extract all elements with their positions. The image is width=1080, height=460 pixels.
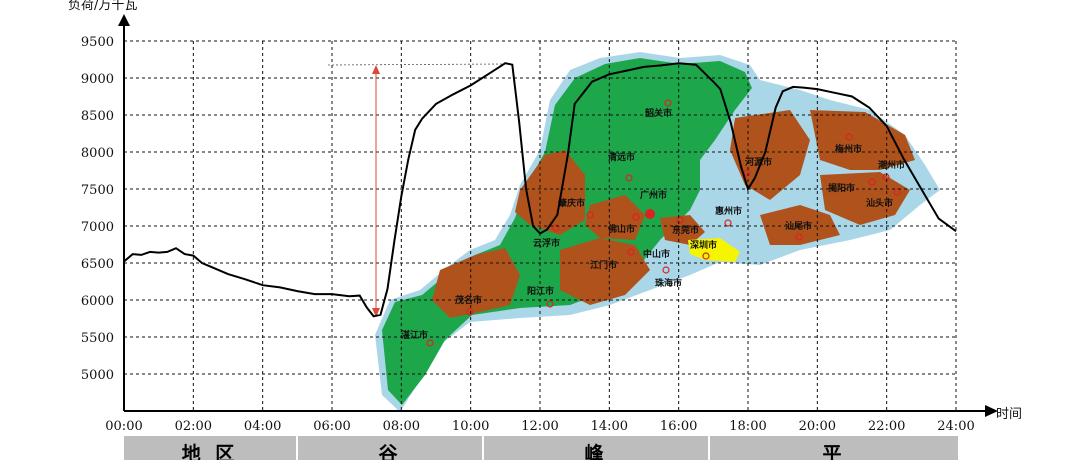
x-tick-label: 24:00 [937,419,974,434]
y-tick-label: 5500 [81,331,114,346]
city-label: 揭阳市 [828,182,855,194]
city-label: 惠州市 [715,205,742,217]
city-label: 潮州市 [878,159,905,171]
city-label: 清远市 [608,151,635,163]
x-tick-label: 16:00 [660,419,697,434]
x-tick-label: 06:00 [313,419,350,434]
map-green-base [382,58,752,405]
period-peak: 峰 [484,436,710,460]
guangdong-map-illustration: 韶关市清远市 河源市梅州市潮州市肇庆市广州市惠州市揭阳市汕头市云浮市佛山市 东莞市汕… [375,52,940,412]
city-label: 深圳市 [690,239,717,251]
x-axis-arrow-icon [985,405,998,417]
x-tick-label: 14:00 [591,419,628,434]
x-tick-label: 00:00 [105,419,142,434]
arrow-up-icon [372,65,380,74]
y-tick-label: 8500 [81,109,114,124]
city-label: 汕头市 [866,197,893,209]
y-tick-label: 8000 [81,146,114,161]
city-label: 广州市 [640,189,667,201]
x-tick-label: 10:00 [452,419,489,434]
city-label: 云浮市 [533,237,560,249]
city-label: 河源市 [745,156,772,168]
y-tick-label: 7500 [81,183,114,198]
y-tick-label: 9500 [81,35,114,50]
region-shenzhen [688,238,740,262]
period-bar: 地 区 谷 峰 平 [124,436,958,460]
y-tick-label: 6000 [81,294,114,309]
x-tick-label: 18:00 [729,419,766,434]
y-tick-label: 7000 [81,220,114,235]
region-zhaoqing [515,150,585,235]
city-label: 中山市 [643,248,670,260]
x-axis-title: 时间 [996,407,1022,422]
period-valley: 谷 [298,436,484,460]
city-label: 佛山市 [607,223,635,235]
y-tick-label: 9000 [81,72,114,87]
city-label: 珠海市 [655,277,682,289]
region-foshan [585,195,645,240]
arrow-down-icon [372,308,380,317]
region-jiangmen [560,238,650,305]
period-flat: 平 [710,436,958,460]
x-tick-label: 22:00 [868,419,905,434]
chart-grid [124,40,957,411]
city-label: 肇庆市 [558,197,585,209]
chart-axes [118,14,998,417]
city-label: 江门市 [590,259,617,271]
peak-valley-annotation [327,63,506,317]
x-tick-label: 12:00 [521,419,558,434]
y-axis-arrow-icon [118,14,130,26]
x-tick-label: 02:00 [175,419,212,434]
x-axis-tick-labels: 00:00 02:00 04:00 06:00 08:00 10:00 12:00 14:00… [105,419,974,434]
region-jieyang [820,172,910,225]
y-tick-label: 5000 [81,368,114,383]
city-label: 韶关市 [645,107,672,119]
period-region: 地 区 [124,436,298,460]
y-tick-label: 6500 [81,257,114,272]
city-label: 湛江市 [401,329,428,341]
series-line-load [123,62,957,318]
region-meizhou [810,110,915,170]
x-tick-label: 20:00 [799,419,836,434]
region-shanwei [760,205,840,245]
x-tick-label: 04:00 [244,419,281,434]
y-axis-tick-labels: 9500 9000 8500 8000 7500 7000 6500 6000 5500 5000 [81,35,114,383]
x-tick-label: 08:00 [383,419,420,434]
city-label: 阳江市 [527,285,554,297]
region-heyuan [730,110,810,200]
y-axis-title: 负荷/万千瓦 [68,0,137,13]
city-label: 梅州市 [835,143,862,155]
region-dongguan [660,215,705,245]
